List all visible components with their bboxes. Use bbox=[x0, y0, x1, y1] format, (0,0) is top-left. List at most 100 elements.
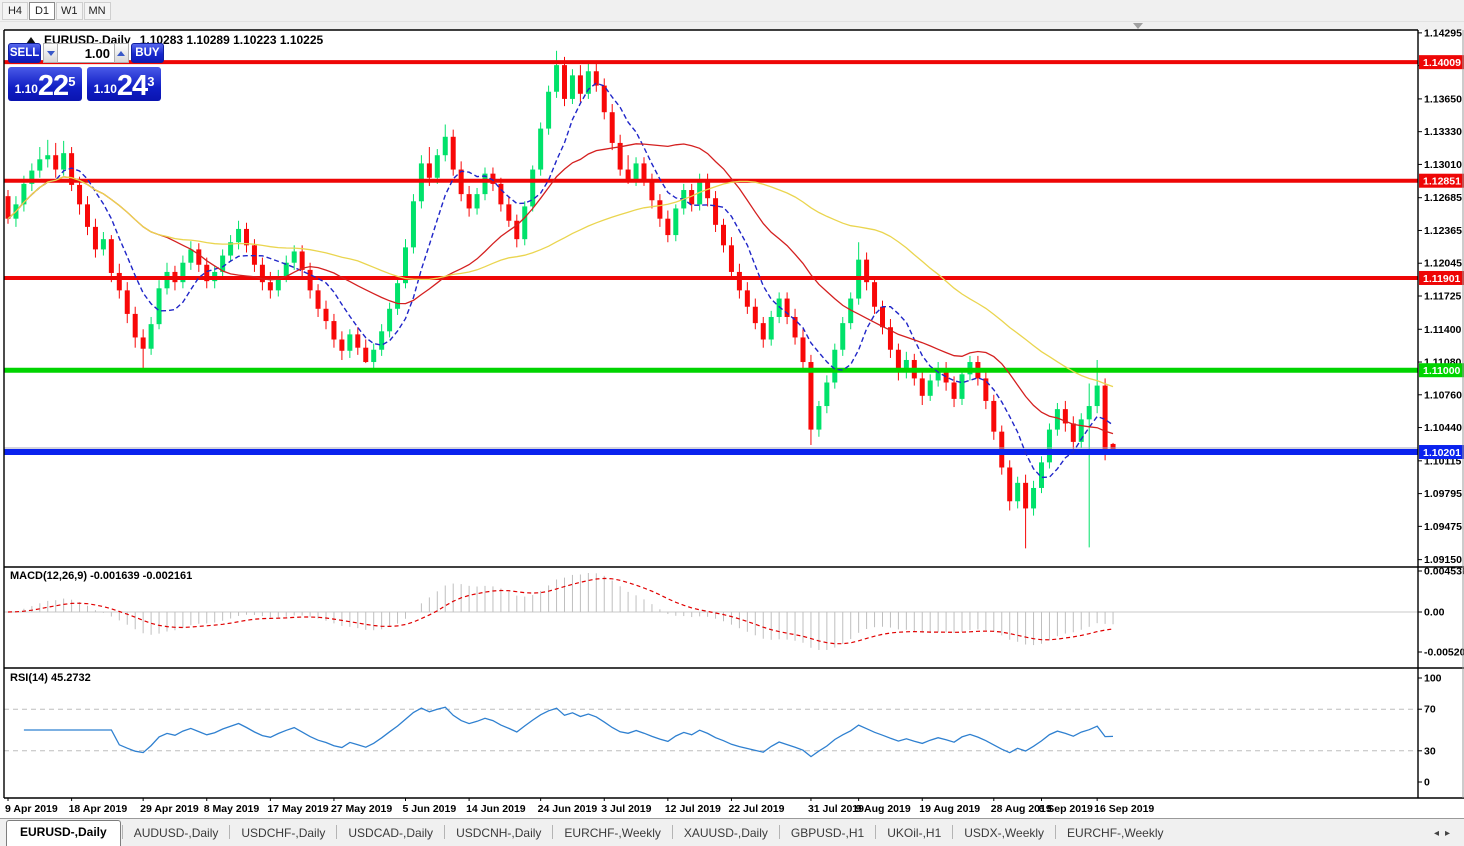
timeframe-button-w1[interactable]: W1 bbox=[56, 1, 83, 20]
buy-price-box[interactable]: 1.10 24 3 bbox=[87, 67, 161, 101]
volume-decrease-button[interactable] bbox=[43, 43, 58, 63]
candle-body bbox=[363, 347, 369, 363]
price-tick-label: 1.11400 bbox=[1424, 324, 1462, 336]
timeframe-button-d1[interactable]: D1 bbox=[29, 1, 55, 20]
candle-body bbox=[331, 321, 337, 340]
candle-body bbox=[665, 218, 671, 236]
timeframe-button-mn[interactable]: MN bbox=[83, 1, 111, 20]
candle-body bbox=[689, 190, 695, 205]
chart-tab-eurchf-weekly[interactable]: EURCHF-,Weekly bbox=[564, 826, 661, 840]
candle-body bbox=[506, 204, 512, 221]
rsi-line bbox=[23, 706, 1114, 758]
candle-body bbox=[864, 259, 870, 283]
candle-body bbox=[760, 323, 766, 340]
rsi-tick-label: 70 bbox=[1424, 704, 1436, 716]
chart-tab-usdx-weekly[interactable]: USDX-,Weekly bbox=[964, 826, 1045, 840]
candle-body bbox=[1102, 385, 1108, 451]
candle-body bbox=[577, 75, 583, 94]
chart-ohlc-values: 1.10283 1.10289 1.10223 1.10225 bbox=[139, 33, 324, 47]
chart-tab-ukoil-h1[interactable]: UKOil-,H1 bbox=[887, 826, 942, 840]
price-tick-label: 1.12685 bbox=[1424, 192, 1462, 204]
candle-body bbox=[1015, 482, 1021, 502]
candle-body bbox=[108, 239, 114, 273]
tab-scroll-left-button[interactable]: ◂ bbox=[1433, 828, 1445, 839]
candle-body bbox=[379, 331, 385, 350]
volume-input[interactable] bbox=[58, 43, 114, 63]
candle-body bbox=[442, 136, 448, 156]
candle-body bbox=[832, 349, 838, 383]
candle-body bbox=[196, 249, 202, 265]
chart-shift-marker-icon[interactable] bbox=[1133, 23, 1143, 29]
date-tick-label: 18 Apr 2019 bbox=[69, 803, 128, 815]
candle-body bbox=[1094, 385, 1100, 407]
tab-separator bbox=[671, 825, 673, 839]
volume-increase-button[interactable] bbox=[114, 43, 129, 63]
date-tick-label: 3 Jul 2019 bbox=[601, 803, 651, 815]
price-tick-label: 1.11725 bbox=[1424, 290, 1462, 302]
candle-body bbox=[1023, 482, 1029, 509]
candle-body bbox=[69, 153, 75, 185]
price-level-badge-label: 1.11000 bbox=[1423, 365, 1461, 377]
candle-body bbox=[641, 163, 647, 180]
sell-price-box[interactable]: 1.10 22 5 bbox=[8, 67, 82, 101]
date-tick-label: 14 Jun 2019 bbox=[466, 803, 526, 815]
chart-tab-usdchf-daily[interactable]: USDCHF-,Daily bbox=[241, 826, 326, 840]
date-tick-label: 9 Apr 2019 bbox=[5, 803, 58, 815]
candle-body bbox=[538, 128, 544, 170]
candle-body bbox=[403, 247, 408, 284]
candle-body bbox=[156, 288, 162, 325]
date-tick-label: 5 Jun 2019 bbox=[403, 803, 457, 815]
price-level-badge-label: 1.12851 bbox=[1423, 176, 1461, 188]
candle-body bbox=[77, 184, 83, 205]
moving-average-45 bbox=[7, 176, 1114, 388]
sell-price-big: 22 bbox=[37, 70, 69, 102]
date-tick-label: 8 May 2019 bbox=[204, 803, 260, 815]
chart-tab-gbpusd-h1[interactable]: GBPUSD-,H1 bbox=[790, 826, 865, 840]
tab-separator bbox=[444, 825, 446, 839]
candle-body bbox=[522, 206, 528, 240]
tab-scroll-right-button[interactable]: ▸ bbox=[1444, 828, 1456, 839]
chart-tab-eurchf-weekly-2[interactable]: EURCHF-,Weekly bbox=[1067, 826, 1164, 840]
date-tick-label: 12 Jul 2019 bbox=[665, 803, 721, 815]
chart-tab-usdcad-daily[interactable]: USDCAD-,Daily bbox=[348, 826, 434, 840]
macd-signal-line bbox=[7, 577, 1114, 645]
candle-body bbox=[935, 368, 941, 381]
candle-body bbox=[450, 136, 456, 170]
tab-separator bbox=[1055, 825, 1057, 839]
collapse-triangle-icon[interactable] bbox=[26, 36, 36, 44]
candle-body bbox=[474, 194, 480, 209]
candle-body bbox=[498, 183, 504, 205]
price-tick-label: 1.10440 bbox=[1424, 422, 1462, 434]
date-tick-label: 29 Apr 2019 bbox=[140, 803, 199, 815]
candle-body bbox=[61, 153, 67, 170]
time-axis[interactable]: 9 Apr 2019 18 Apr 2019 29 Apr 2019 8 May 20… bbox=[5, 798, 1154, 815]
tab-separator bbox=[336, 825, 338, 839]
chart-tab-audusd-daily[interactable]: AUDUSD-,Daily bbox=[133, 826, 219, 840]
one-click-trading-panel: SELL BUY 1.10 22 5 1.10 24 3 bbox=[8, 43, 164, 101]
chart-tab-xauusd-daily[interactable]: XAUUSD-,Daily bbox=[683, 826, 768, 840]
candle-body bbox=[29, 170, 35, 184]
price-level-badge-label: 1.14009 bbox=[1423, 57, 1461, 69]
candle-body bbox=[244, 228, 249, 246]
candle-body bbox=[1110, 443, 1116, 450]
sell-button[interactable]: SELL bbox=[8, 43, 42, 63]
candle-body bbox=[816, 406, 822, 430]
chart-tab-usdcnh-daily[interactable]: USDCNH-,Daily bbox=[456, 826, 542, 840]
date-tick-label: 9 Aug 2019 bbox=[856, 803, 911, 815]
candle-body bbox=[21, 183, 27, 205]
rsi-indicator-label: RSI(14) 45.2732 bbox=[10, 672, 91, 684]
chart-tab-eurusd-daily[interactable]: EURUSD-,Daily bbox=[6, 820, 121, 846]
date-tick-label: 6 Sep 2019 bbox=[1039, 803, 1093, 815]
candle-body bbox=[116, 272, 122, 291]
timeframe-button-h4[interactable]: H4 bbox=[2, 1, 28, 20]
candle-body bbox=[466, 194, 472, 209]
candle-body bbox=[601, 85, 607, 113]
candle-body bbox=[228, 242, 234, 256]
buy-button[interactable]: BUY bbox=[130, 43, 164, 63]
price-tick-label: 1.13330 bbox=[1424, 126, 1462, 138]
candle-body bbox=[840, 323, 846, 350]
candle-body bbox=[45, 155, 51, 160]
candle-body bbox=[410, 201, 416, 248]
candle-body bbox=[355, 334, 361, 348]
